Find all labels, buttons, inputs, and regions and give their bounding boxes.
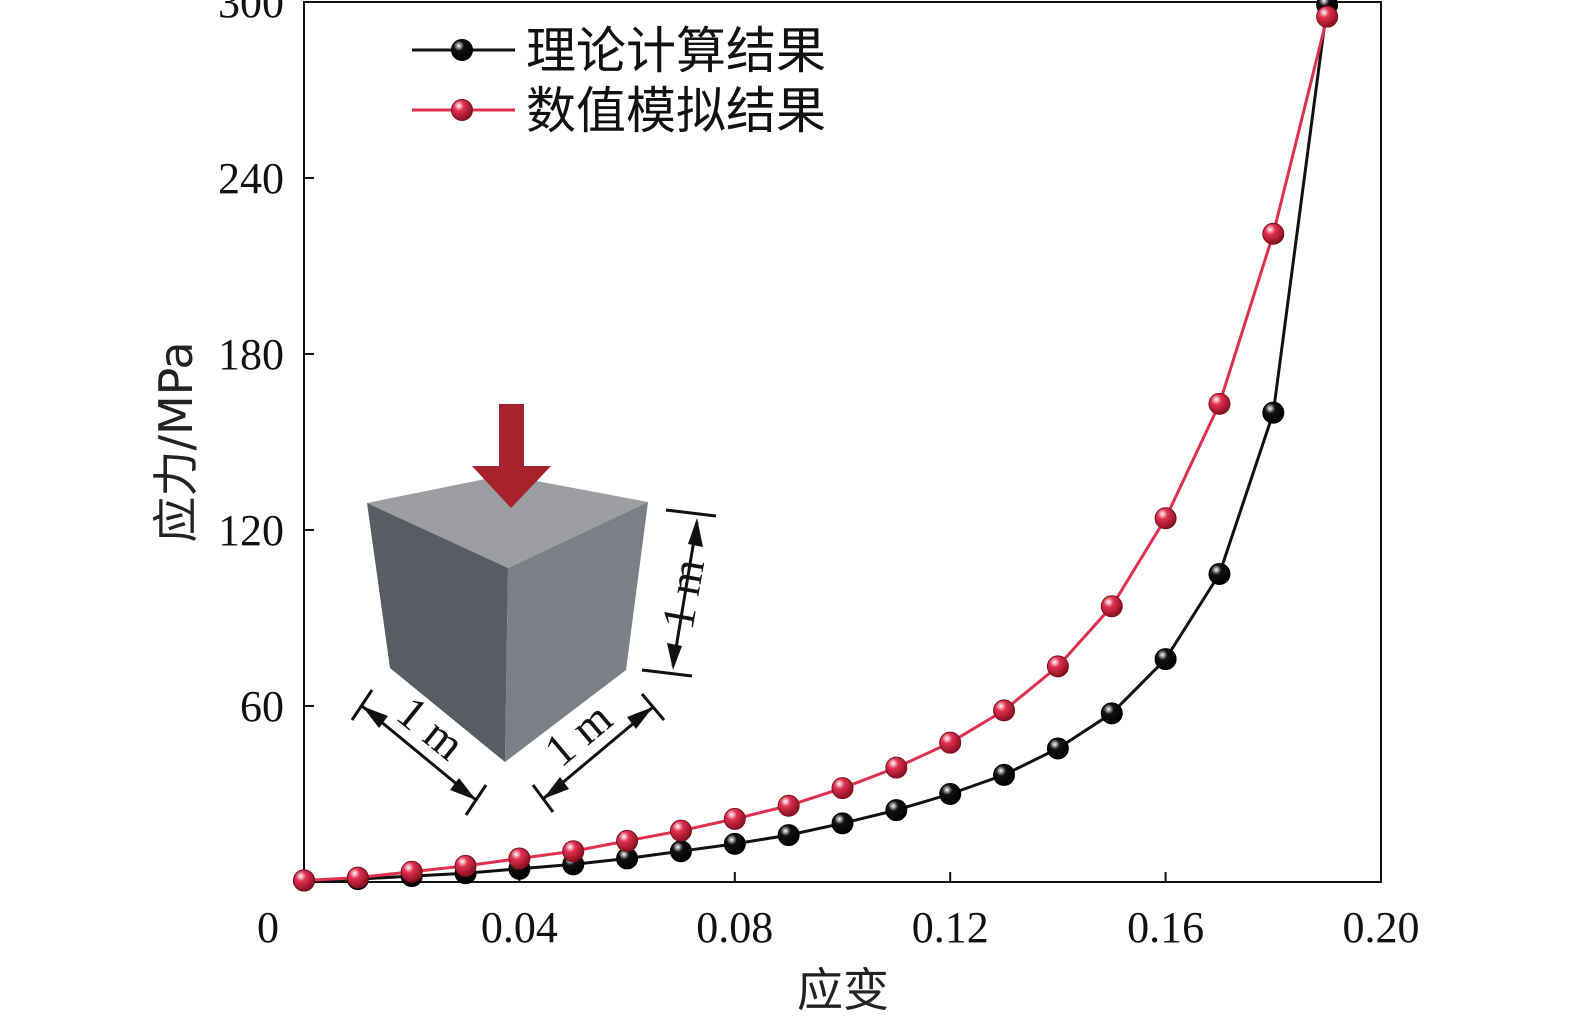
x-tick-label: 0.04 bbox=[481, 903, 558, 952]
series-2-point bbox=[993, 699, 1016, 722]
series-2-point bbox=[1154, 507, 1177, 530]
series-1-point bbox=[1100, 702, 1123, 725]
series-2-point bbox=[293, 869, 315, 892]
series-2-point bbox=[508, 847, 531, 870]
cube-top-face bbox=[367, 475, 648, 568]
y-tick-label: 120 bbox=[218, 506, 284, 555]
legend-marker-1 bbox=[451, 39, 473, 61]
series-lines bbox=[293, 0, 1339, 892]
load-arrow-icon bbox=[472, 404, 551, 508]
x-tick-label: 0.12 bbox=[912, 903, 989, 952]
legend-label-2: 数值模拟结果 bbox=[526, 82, 826, 140]
cube-inset: 1 m 1 m 1 m bbox=[350, 404, 717, 816]
series-2-point bbox=[1316, 5, 1339, 28]
height-dimension bbox=[641, 508, 717, 678]
depth-dimension-arrowheads bbox=[543, 707, 653, 799]
series-1-point bbox=[1154, 648, 1177, 671]
series-1-point bbox=[993, 763, 1016, 786]
series-2-point bbox=[1262, 222, 1285, 245]
series-1-point bbox=[831, 812, 854, 835]
series-1-point bbox=[1208, 563, 1231, 585]
series-1-point bbox=[885, 799, 908, 822]
legend-marker-2 bbox=[451, 99, 473, 121]
series-2-point bbox=[831, 777, 854, 800]
y-tick-label: 300 bbox=[218, 0, 284, 27]
series-2-point bbox=[346, 866, 369, 889]
series-2-point bbox=[1208, 392, 1231, 415]
series-2-point bbox=[1100, 595, 1123, 618]
y-axis-title: 应力/MPa bbox=[149, 341, 203, 542]
series-2-point bbox=[454, 854, 477, 877]
y-tick-label: 180 bbox=[218, 330, 284, 379]
series-1-point bbox=[669, 840, 692, 863]
y-tick-label: 240 bbox=[218, 154, 284, 203]
series-1-point bbox=[1262, 401, 1285, 424]
cube-right-face bbox=[505, 502, 648, 762]
series-1-point bbox=[723, 832, 746, 855]
plot-frame bbox=[303, 1, 1382, 883]
y-tick-label: 60 bbox=[240, 682, 284, 731]
series-2-point bbox=[1046, 655, 1069, 678]
plot-border bbox=[303, 1, 1382, 883]
series-2-point bbox=[669, 819, 692, 842]
series-2-point bbox=[723, 807, 746, 830]
x-tick-label: 0.08 bbox=[696, 903, 773, 952]
series-1-point bbox=[777, 824, 800, 847]
width-dimension-arrowheads bbox=[362, 706, 476, 800]
series-2-point bbox=[885, 756, 908, 779]
axis-ticks: 0 0.04 0.08 0.12 0.16 0.20 60 120 180 240 300 bbox=[218, 0, 1420, 952]
series-2-point bbox=[939, 731, 962, 754]
series-2-point bbox=[400, 860, 423, 883]
x-tick-label: 0 bbox=[257, 903, 279, 952]
x-tick-label: 0.16 bbox=[1127, 903, 1204, 952]
height-dimension-arrowheads bbox=[667, 518, 703, 670]
x-tick-label: 0.20 bbox=[1343, 903, 1420, 952]
series-2-point bbox=[777, 794, 800, 817]
height-dimension-label: 1 m bbox=[652, 555, 714, 633]
x-axis-title: 应变 bbox=[797, 963, 889, 1017]
legend-label-1: 理论计算结果 bbox=[526, 22, 826, 80]
cube-left-face bbox=[367, 503, 508, 762]
series-1-point bbox=[1046, 737, 1069, 760]
series-1-point bbox=[939, 783, 962, 805]
series-2-point bbox=[616, 829, 639, 852]
series-2-point bbox=[562, 840, 585, 863]
load-arrow bbox=[472, 404, 551, 508]
